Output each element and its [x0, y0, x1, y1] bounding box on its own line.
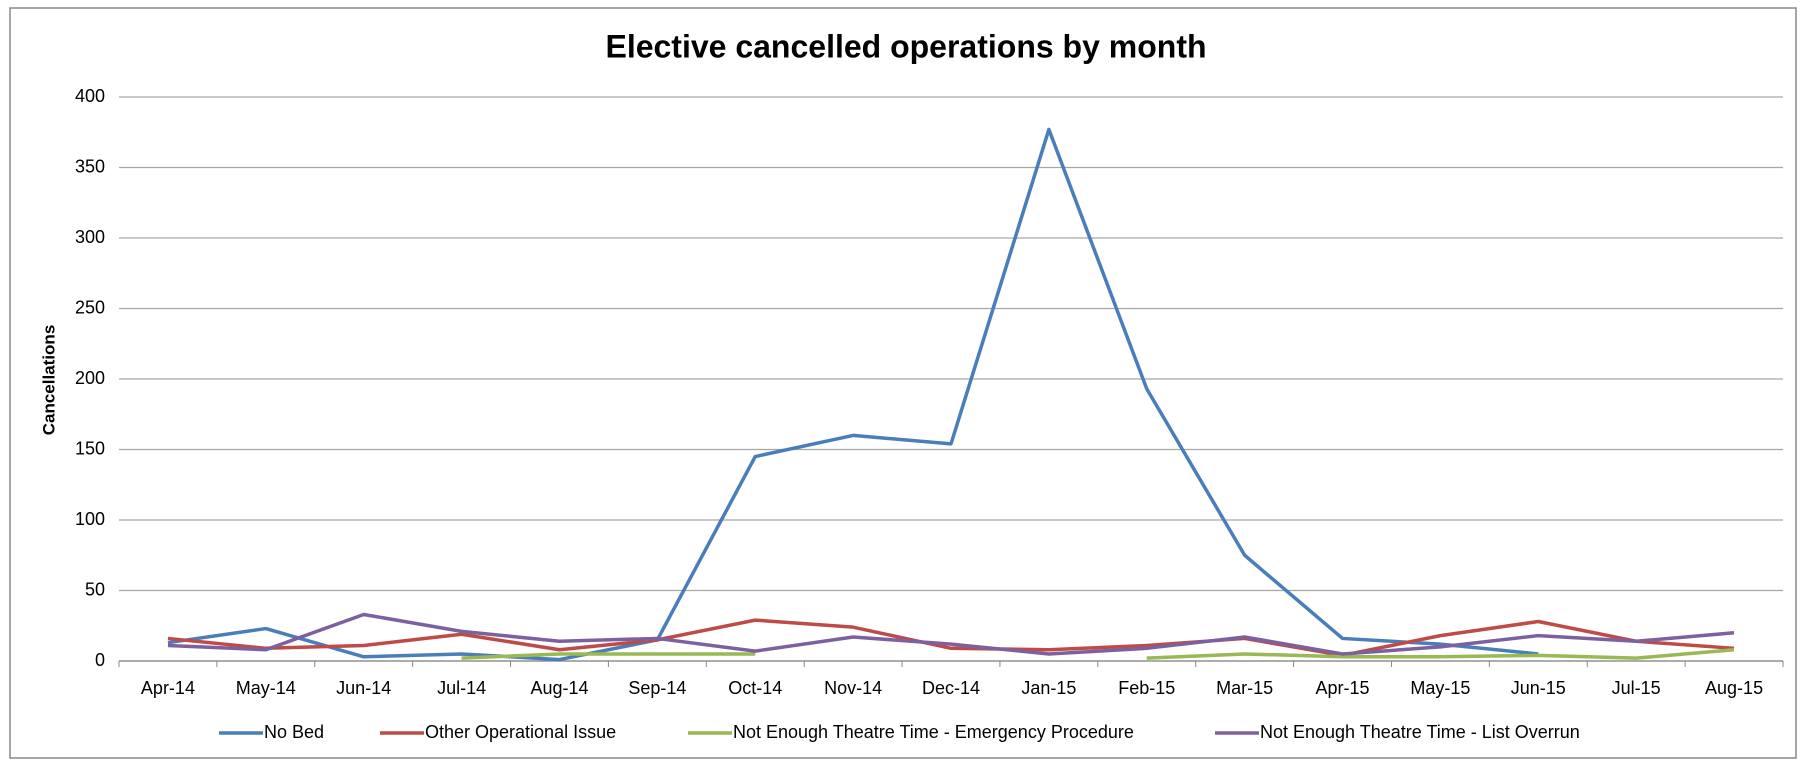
series-line: [167, 127, 1539, 662]
x-tick-label: Apr-15: [1316, 678, 1370, 698]
series-line: [167, 612, 1735, 656]
x-tick-label: Jul-14: [437, 678, 486, 698]
x-tick-label: May-15: [1410, 678, 1470, 698]
x-tick-label: Jun-15: [1511, 678, 1566, 698]
legend-label: Not Enough Theatre Time - Emergency Proc…: [733, 722, 1134, 742]
x-tick-label: Nov-14: [824, 678, 882, 698]
y-tick-label: 150: [75, 438, 105, 458]
legend-label: Not Enough Theatre Time - List Overrun: [1260, 722, 1580, 742]
x-tick-label: Aug-14: [530, 678, 588, 698]
series-line: [167, 618, 1735, 658]
y-tick-label: 300: [75, 227, 105, 247]
x-tick-label: Aug-15: [1705, 678, 1763, 698]
y-axis-label: Cancellations: [39, 325, 58, 436]
x-tick-label: Sep-14: [628, 678, 686, 698]
chart-title: Elective cancelled operations by month: [605, 28, 1206, 64]
y-tick-label: 400: [75, 86, 105, 106]
x-tick-label: Apr-14: [141, 678, 195, 698]
x-tick-label: Feb-15: [1118, 678, 1175, 698]
y-tick-label: 350: [75, 156, 105, 176]
x-tick-label: Jul-15: [1612, 678, 1661, 698]
x-tick-label: Mar-15: [1216, 678, 1273, 698]
legend-label: No Bed: [264, 722, 324, 742]
legend-label: Other Operational Issue: [425, 722, 616, 742]
y-tick-label: 50: [85, 579, 105, 599]
y-tick-label: 250: [75, 297, 105, 317]
x-tick-label: Oct-14: [728, 678, 782, 698]
x-tick-label: Jun-14: [336, 678, 391, 698]
x-tick-label: Jan-15: [1021, 678, 1076, 698]
y-tick-label: 100: [75, 509, 105, 529]
x-tick-label: Dec-14: [922, 678, 980, 698]
y-tick-label: 200: [75, 368, 105, 388]
series-line: [461, 647, 1735, 660]
x-tick-label: May-14: [236, 678, 296, 698]
y-tick-label: 0: [95, 650, 105, 670]
